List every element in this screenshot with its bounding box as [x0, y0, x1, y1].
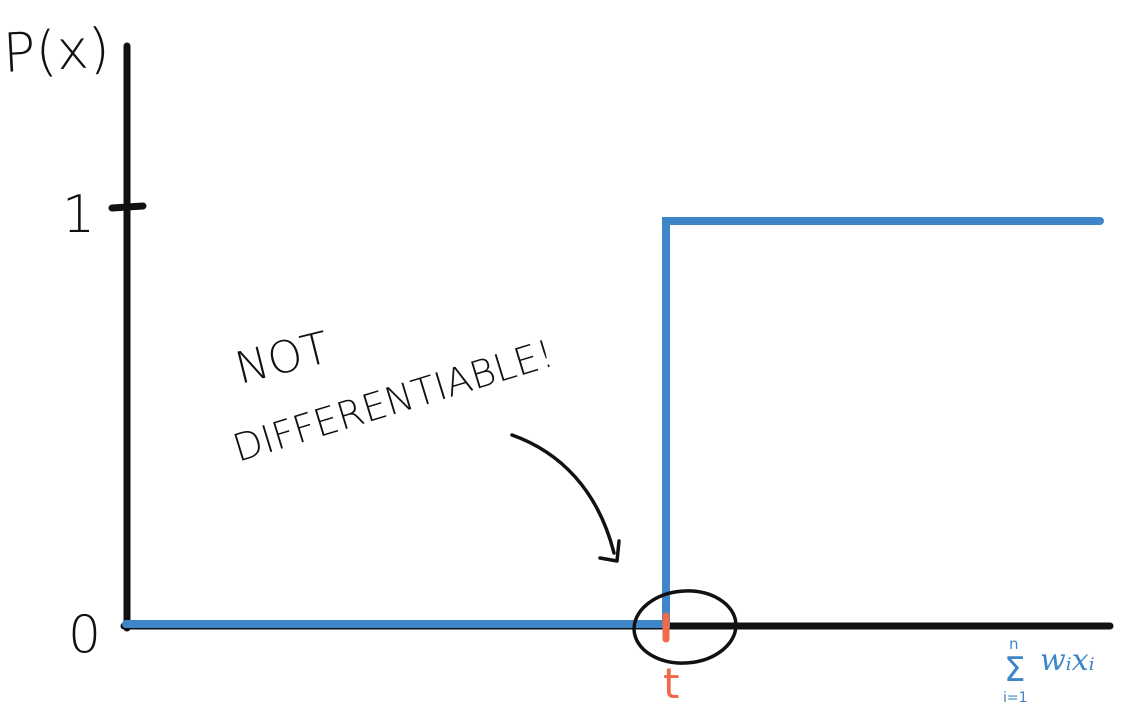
- x-axis-sum-top: n: [1009, 635, 1019, 653]
- annotation-arrow: [510, 433, 616, 555]
- step-function-line: [122, 217, 1104, 628]
- discontinuity-circle: [632, 589, 738, 665]
- x-axis-label: n Σ i=1 wᵢxᵢ: [1003, 635, 1095, 706]
- y-axis-label: P(x): [1, 16, 111, 84]
- y-tick-zero-label: 0: [68, 605, 101, 665]
- threshold-label: t: [663, 659, 679, 707]
- x-axis-sum-bottom: i=1: [1003, 690, 1028, 706]
- x-axis-term: wᵢxᵢ: [1040, 643, 1095, 678]
- y-tick-one: [108, 202, 147, 212]
- annotation-line-1: NOT: [230, 322, 334, 394]
- x-axis-sum-symbol: Σ: [1004, 650, 1025, 690]
- annotation-arrowhead: [598, 539, 621, 563]
- y-tick-one-label: 1: [62, 185, 95, 245]
